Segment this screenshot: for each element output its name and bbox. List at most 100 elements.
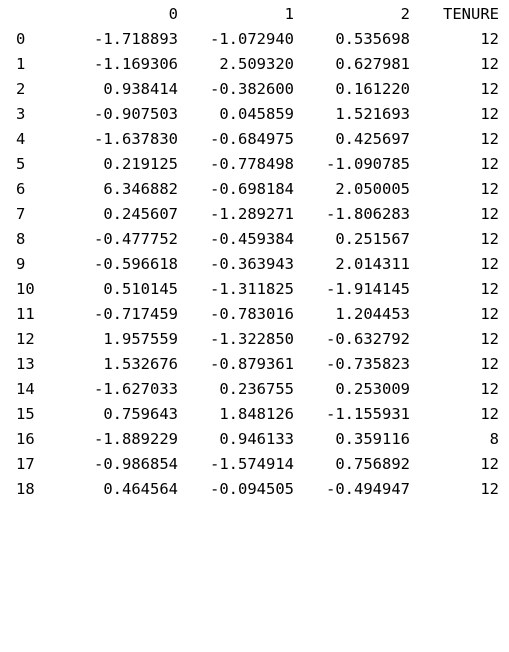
cell-col-1: 0.045859 — [219, 105, 294, 123]
cell-col-tenure: 12 — [480, 305, 499, 323]
cell-col-2: -1.914145 — [326, 280, 410, 298]
cell-col-0: -0.596618 — [94, 255, 178, 273]
cell-col-2: -1.806283 — [326, 205, 410, 223]
row-index: 1 — [16, 55, 26, 73]
table-row: 0 -1.718893 -1.072940 0.535698 12 — [0, 27, 509, 52]
cell-col-1: -0.778498 — [210, 155, 294, 173]
row-index: 16 — [16, 430, 35, 448]
cell-col-1: 0.946133 — [219, 430, 294, 448]
cell-col-2: 0.425697 — [335, 130, 410, 148]
table-row: 11 -0.717459 -0.783016 1.204453 12 — [0, 302, 509, 327]
cell-col-tenure: 12 — [480, 105, 499, 123]
column-header-0: 0 — [168, 5, 178, 23]
cell-col-2: 1.204453 — [335, 305, 410, 323]
cell-col-1: -1.574914 — [210, 455, 294, 473]
cell-col-2: 1.521693 — [335, 105, 410, 123]
table-row: 6 6.346882 -0.698184 2.050005 12 — [0, 177, 509, 202]
cell-col-tenure: 12 — [480, 30, 499, 48]
cell-col-tenure: 12 — [480, 380, 499, 398]
row-index: 0 — [16, 30, 26, 48]
cell-col-1: 1.848126 — [219, 405, 294, 423]
cell-col-2: 2.014311 — [335, 255, 410, 273]
cell-col-1: -0.382600 — [210, 80, 294, 98]
column-header-2: 2 — [400, 5, 410, 23]
cell-col-2: 2.050005 — [335, 180, 410, 198]
row-index: 3 — [16, 105, 26, 123]
table-row: 13 1.532676 -0.879361 -0.735823 12 — [0, 352, 509, 377]
cell-col-1: -0.363943 — [210, 255, 294, 273]
row-index: 11 — [16, 305, 35, 323]
cell-col-0: -1.627033 — [94, 380, 178, 398]
cell-col-0: -1.169306 — [94, 55, 178, 73]
cell-col-1: -0.879361 — [210, 355, 294, 373]
cell-col-1: -1.289271 — [210, 205, 294, 223]
cell-col-2: 0.359116 — [335, 430, 410, 448]
cell-col-1: -1.072940 — [210, 30, 294, 48]
cell-col-2: 0.535698 — [335, 30, 410, 48]
cell-col-2: -0.632792 — [326, 330, 410, 348]
row-index: 7 — [16, 205, 26, 223]
cell-col-tenure: 12 — [480, 455, 499, 473]
table-row: 12 1.957559 -1.322850 -0.632792 12 — [0, 327, 509, 352]
row-index: 2 — [16, 80, 26, 98]
cell-col-0: -0.717459 — [94, 305, 178, 323]
cell-col-0: -0.986854 — [94, 455, 178, 473]
cell-col-0: 0.464564 — [103, 480, 178, 498]
row-index: 9 — [16, 255, 26, 273]
index-header — [16, 2, 66, 27]
cell-col-2: 0.161220 — [335, 80, 410, 98]
cell-col-2: -1.090785 — [326, 155, 410, 173]
cell-col-0: -1.637830 — [94, 130, 178, 148]
row-index: 14 — [16, 380, 35, 398]
cell-col-tenure: 12 — [480, 130, 499, 148]
cell-col-0: 0.759643 — [103, 405, 178, 423]
cell-col-tenure: 12 — [480, 80, 499, 98]
cell-col-1: -0.684975 — [210, 130, 294, 148]
row-index: 12 — [16, 330, 35, 348]
row-index: 18 — [16, 480, 35, 498]
row-index: 5 — [16, 155, 26, 173]
cell-col-tenure: 12 — [480, 255, 499, 273]
cell-col-tenure: 12 — [480, 405, 499, 423]
cell-col-2: 0.253009 — [335, 380, 410, 398]
cell-col-0: 0.510145 — [103, 280, 178, 298]
table-row: 10 0.510145 -1.311825 -1.914145 12 — [0, 277, 509, 302]
table-row: 15 0.759643 1.848126 -1.155931 12 — [0, 402, 509, 427]
cell-col-0: 1.532676 — [103, 355, 178, 373]
row-index: 6 — [16, 180, 26, 198]
cell-col-0: 0.245607 — [103, 205, 178, 223]
column-header-1: 1 — [284, 5, 294, 23]
cell-col-0: 1.957559 — [103, 330, 178, 348]
cell-col-tenure: 12 — [480, 180, 499, 198]
cell-col-2: -0.735823 — [326, 355, 410, 373]
row-index: 13 — [16, 355, 35, 373]
table-row: 5 0.219125 -0.778498 -1.090785 12 — [0, 152, 509, 177]
cell-col-0: 0.219125 — [103, 155, 178, 173]
cell-col-0: 6.346882 — [103, 180, 178, 198]
cell-col-tenure: 12 — [480, 330, 499, 348]
table-row: 2 0.938414 -0.382600 0.161220 12 — [0, 77, 509, 102]
cell-col-1: -0.094505 — [210, 480, 294, 498]
cell-col-1: 0.236755 — [219, 380, 294, 398]
cell-col-1: -1.311825 — [210, 280, 294, 298]
table-row: 1 -1.169306 2.509320 0.627981 12 — [0, 52, 509, 77]
cell-col-0: -0.907503 — [94, 105, 178, 123]
cell-col-tenure: 12 — [480, 55, 499, 73]
table-row: 8 -0.477752 -0.459384 0.251567 12 — [0, 227, 509, 252]
row-index: 4 — [16, 130, 26, 148]
cell-col-1: -1.322850 — [210, 330, 294, 348]
cell-col-2: -1.155931 — [326, 405, 410, 423]
column-header-tenure: TENURE — [443, 5, 499, 23]
cell-col-tenure: 12 — [480, 205, 499, 223]
row-index: 17 — [16, 455, 35, 473]
row-index: 15 — [16, 405, 35, 423]
cell-col-0: -1.889229 — [94, 430, 178, 448]
table-row: 7 0.245607 -1.289271 -1.806283 12 — [0, 202, 509, 227]
table-row: 16 -1.889229 0.946133 0.359116 8 — [0, 427, 509, 452]
header-row: 0 1 2 TENURE — [0, 2, 509, 27]
cell-col-2: 0.627981 — [335, 55, 410, 73]
cell-col-tenure: 12 — [480, 280, 499, 298]
cell-col-1: -0.459384 — [210, 230, 294, 248]
table-row: 14 -1.627033 0.236755 0.253009 12 — [0, 377, 509, 402]
cell-col-tenure: 8 — [489, 430, 499, 448]
